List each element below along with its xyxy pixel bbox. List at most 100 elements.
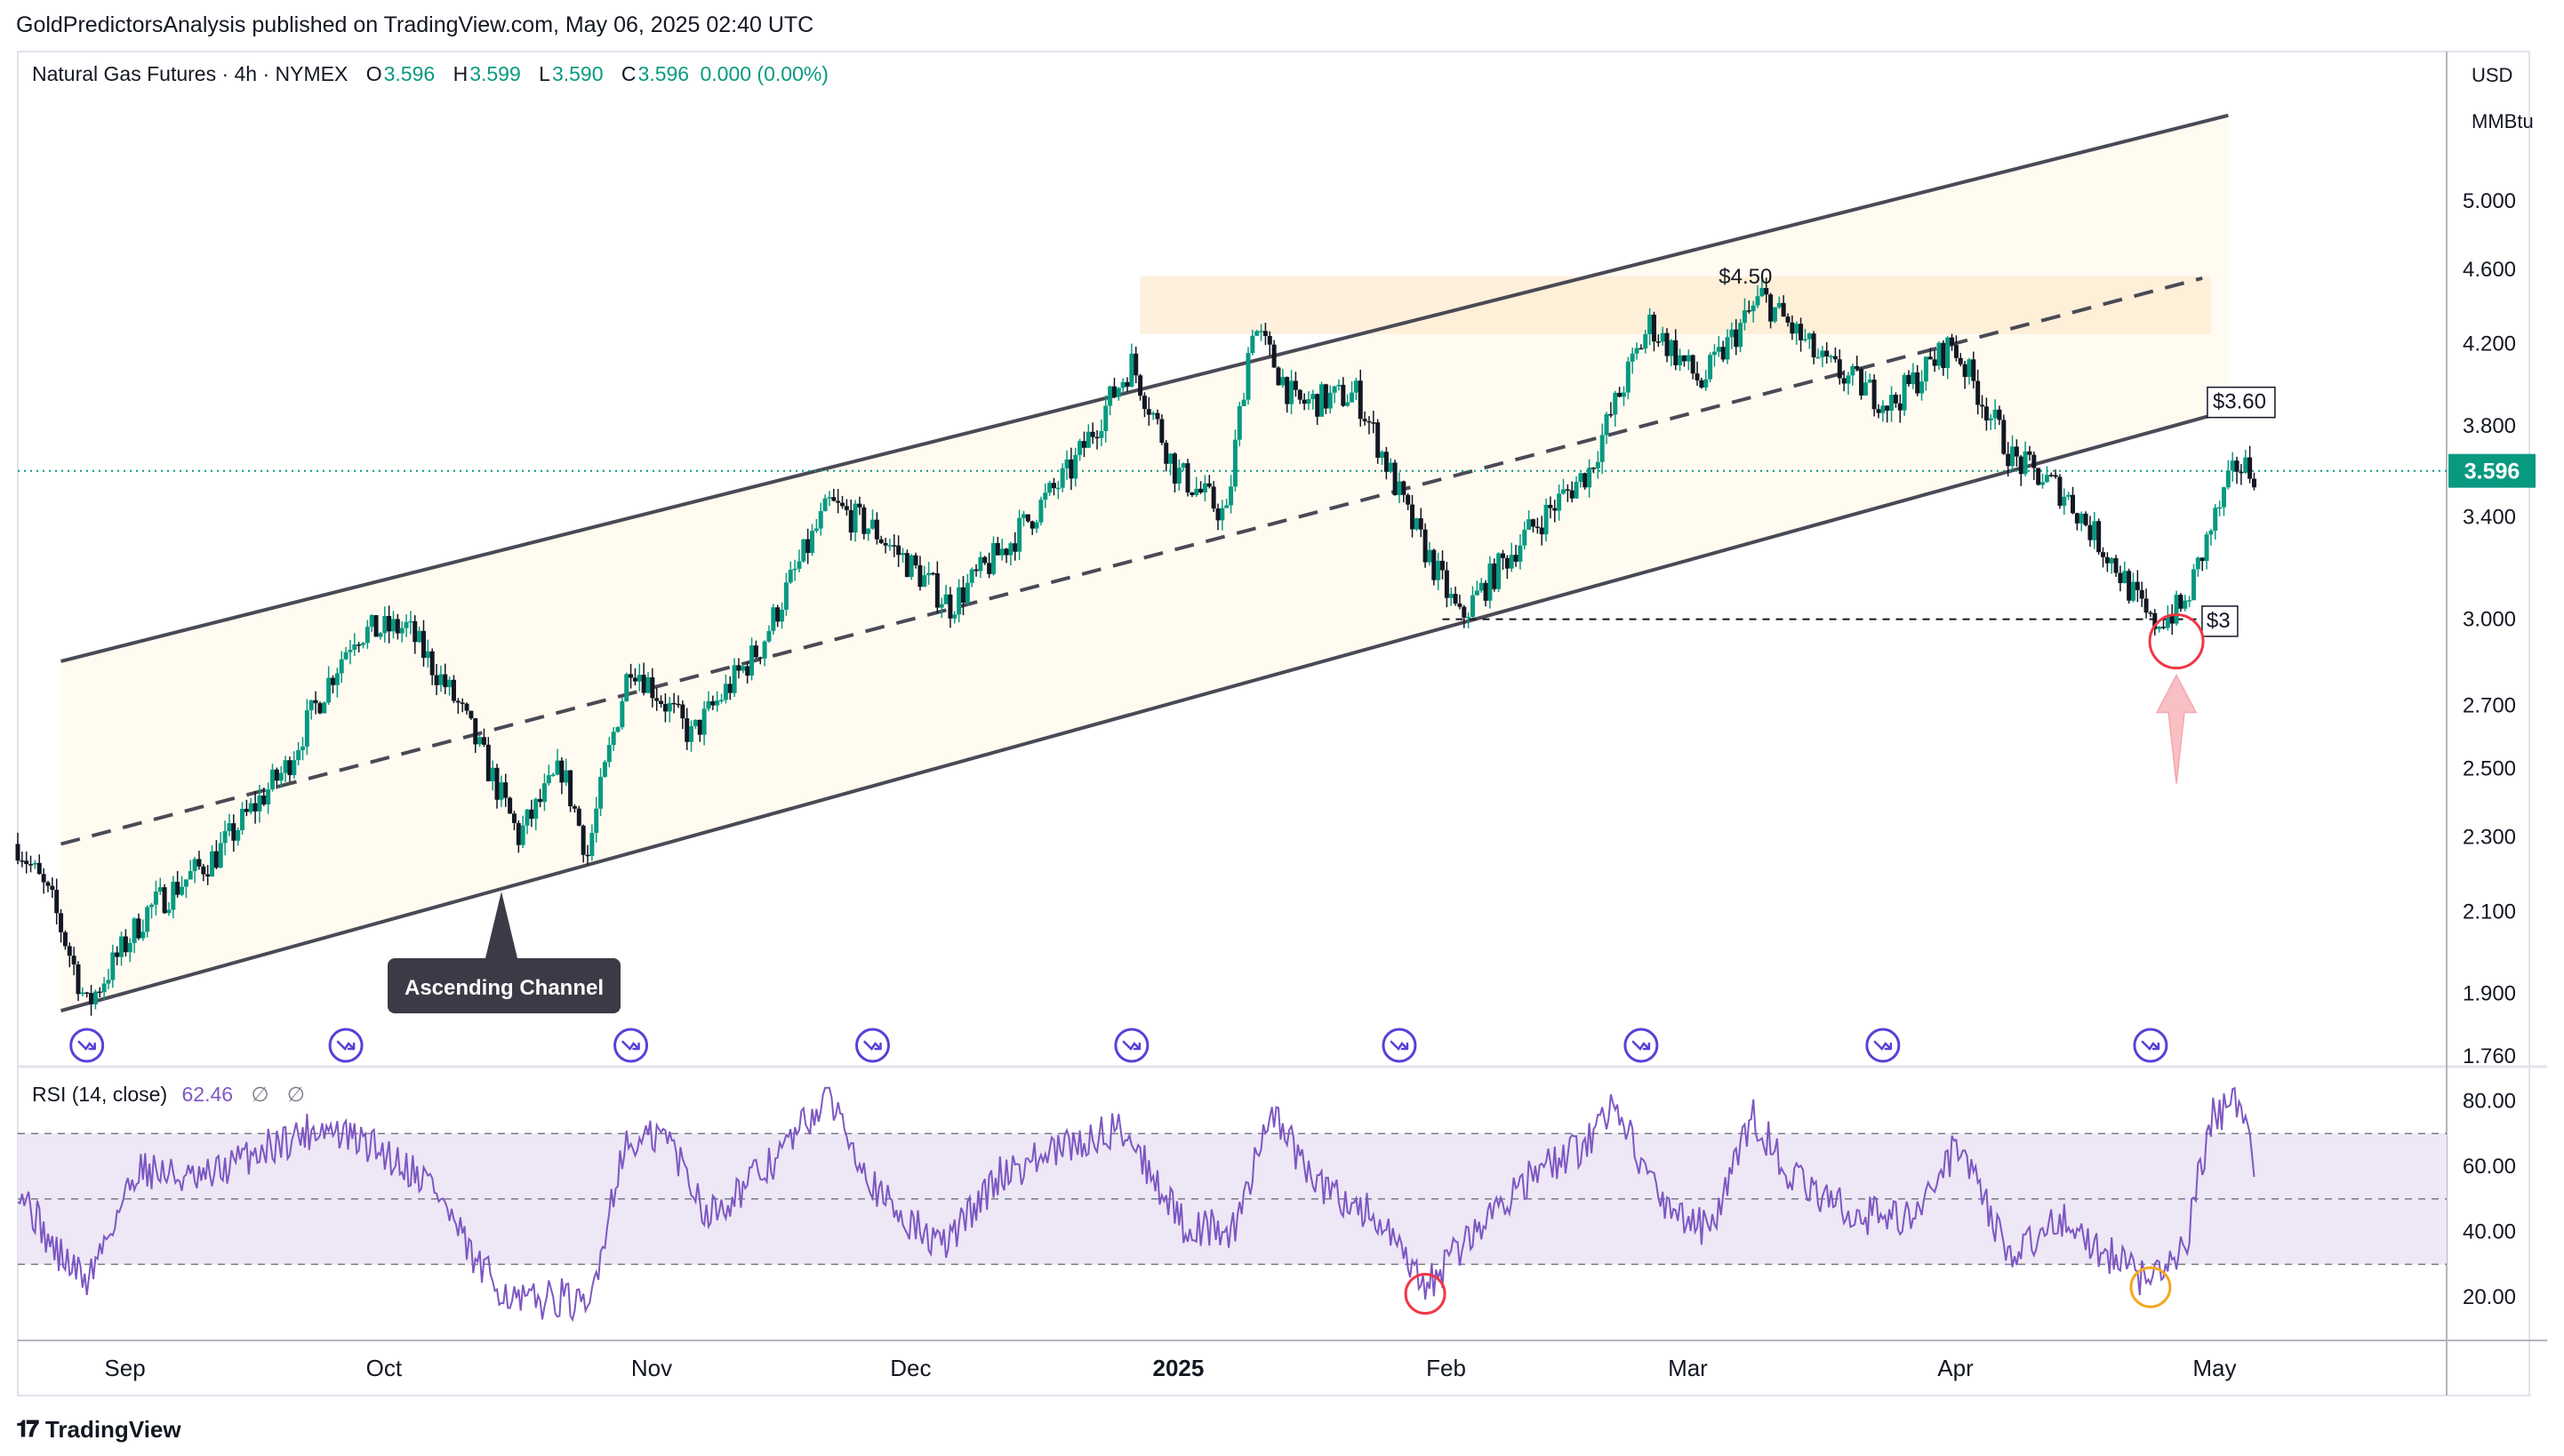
- candle: [870, 509, 876, 530]
- candle: [213, 840, 219, 869]
- candle: [369, 613, 374, 632]
- candle-body: [1440, 560, 1446, 571]
- candle: [1030, 520, 1035, 535]
- rsi-oversold-circle-2[interactable]: [2129, 1266, 2172, 1308]
- candle-body: [2083, 513, 2088, 525]
- candle: [926, 562, 932, 585]
- candle: [1621, 386, 1626, 406]
- candle: [1690, 354, 1695, 380]
- candle-body: [840, 502, 845, 507]
- candle: [611, 726, 616, 751]
- candle-body: [1448, 594, 1454, 598]
- event-marker-icon[interactable]: [1865, 1028, 1901, 1063]
- price-pane[interactable]: $4.50 $3.60 $3 Ascending Channel: [15, 113, 2448, 1063]
- candle-body: [1478, 582, 1484, 591]
- candle-body: [1086, 431, 1091, 448]
- candle: [330, 675, 335, 694]
- callout-box[interactable]: [388, 958, 621, 1013]
- candle-body: [1880, 405, 1886, 413]
- candle-body: [390, 619, 396, 632]
- candle: [1034, 519, 1039, 533]
- symbol-name[interactable]: Natural Gas Futures · 4h · NYMEX: [32, 62, 349, 85]
- event-marker-icon[interactable]: [855, 1028, 891, 1063]
- candle: [1293, 372, 1298, 397]
- low-highlight-circle[interactable]: [2148, 613, 2205, 670]
- candle: [244, 799, 249, 817]
- candle: [494, 764, 500, 809]
- candle-body: [1414, 518, 1419, 530]
- event-marker-glyph: [2141, 1040, 2160, 1051]
- candle: [1453, 586, 1458, 606]
- candle-body: [1799, 324, 1804, 340]
- candle-body: [870, 519, 876, 529]
- candle: [1276, 366, 1281, 386]
- candle: [1436, 552, 1441, 591]
- channel-lower-line[interactable]: [60, 409, 2229, 1013]
- candle: [365, 620, 370, 649]
- rsi-value: 62.46: [181, 1083, 234, 1106]
- candle: [615, 726, 621, 733]
- candle: [387, 605, 392, 644]
- candle: [1060, 463, 1065, 492]
- candle: [1759, 277, 1765, 298]
- candle-body: [801, 539, 806, 562]
- candle: [1375, 419, 1381, 464]
- event-marker-icon[interactable]: [69, 1028, 105, 1063]
- candle: [671, 692, 677, 714]
- rsi-name[interactable]: RSI (14, close): [32, 1083, 168, 1106]
- candle-body: [999, 548, 1005, 556]
- candle: [598, 768, 604, 817]
- event-marker-icon[interactable]: [328, 1028, 364, 1063]
- candle: [1038, 496, 1044, 526]
- rsi-pane[interactable]: [17, 1086, 2447, 1323]
- candle-body: [715, 700, 720, 706]
- axis-currency[interactable]: USD: [2472, 64, 2513, 86]
- event-marker-ring: [1382, 1028, 1417, 1063]
- candle: [1742, 298, 1747, 331]
- rsi-oversold-circle[interactable]: [1404, 1273, 1446, 1316]
- event-marker-icon[interactable]: [1114, 1028, 1150, 1063]
- current-price-tag[interactable]: [2448, 453, 2536, 488]
- candle: [2010, 435, 2015, 470]
- rsi-line[interactable]: [17, 1086, 2256, 1323]
- candle: [1846, 372, 1851, 396]
- supply-zone[interactable]: [1140, 276, 2211, 334]
- channel-upper-line[interactable]: [60, 113, 2229, 663]
- candle: [629, 663, 634, 689]
- candle: [2139, 581, 2144, 607]
- candle: [1992, 399, 1998, 429]
- low-label: L: [539, 62, 550, 85]
- candle-body: [119, 936, 124, 957]
- candle: [490, 760, 495, 791]
- candle: [62, 930, 68, 950]
- candle-body: [1660, 332, 1665, 342]
- event-marker-icon[interactable]: [1623, 1028, 1659, 1063]
- candle-body: [883, 542, 888, 546]
- axis-unit[interactable]: MMBtu: [2472, 110, 2534, 132]
- candle: [438, 665, 444, 692]
- candle: [995, 536, 1000, 556]
- event-marker-glyph: [1390, 1040, 1409, 1051]
- candle: [1150, 411, 1156, 420]
- candle-body: [1120, 381, 1126, 388]
- candle-body: [1496, 553, 1502, 589]
- candle: [1587, 459, 1592, 498]
- candle-body: [878, 539, 884, 543]
- candle: [106, 968, 111, 989]
- candle-body: [1578, 473, 1583, 483]
- candle: [1746, 300, 1751, 314]
- candle-body: [2213, 508, 2218, 532]
- event-marker-icon[interactable]: [1382, 1028, 1417, 1063]
- candle-body: [2027, 451, 2032, 455]
- candle-body: [1820, 350, 1825, 357]
- candle-body: [1548, 504, 1553, 508]
- event-marker-icon[interactable]: [613, 1028, 649, 1063]
- candle: [1418, 508, 1423, 538]
- candle: [1297, 388, 1302, 404]
- tradingview-logo[interactable]: 𝟏𝟕 TradingView: [16, 1415, 181, 1444]
- candle-body: [1501, 553, 1506, 558]
- candle-body: [1060, 468, 1065, 488]
- channel-mid-line[interactable]: [60, 276, 2203, 846]
- event-marker-icon[interactable]: [2133, 1028, 2168, 1063]
